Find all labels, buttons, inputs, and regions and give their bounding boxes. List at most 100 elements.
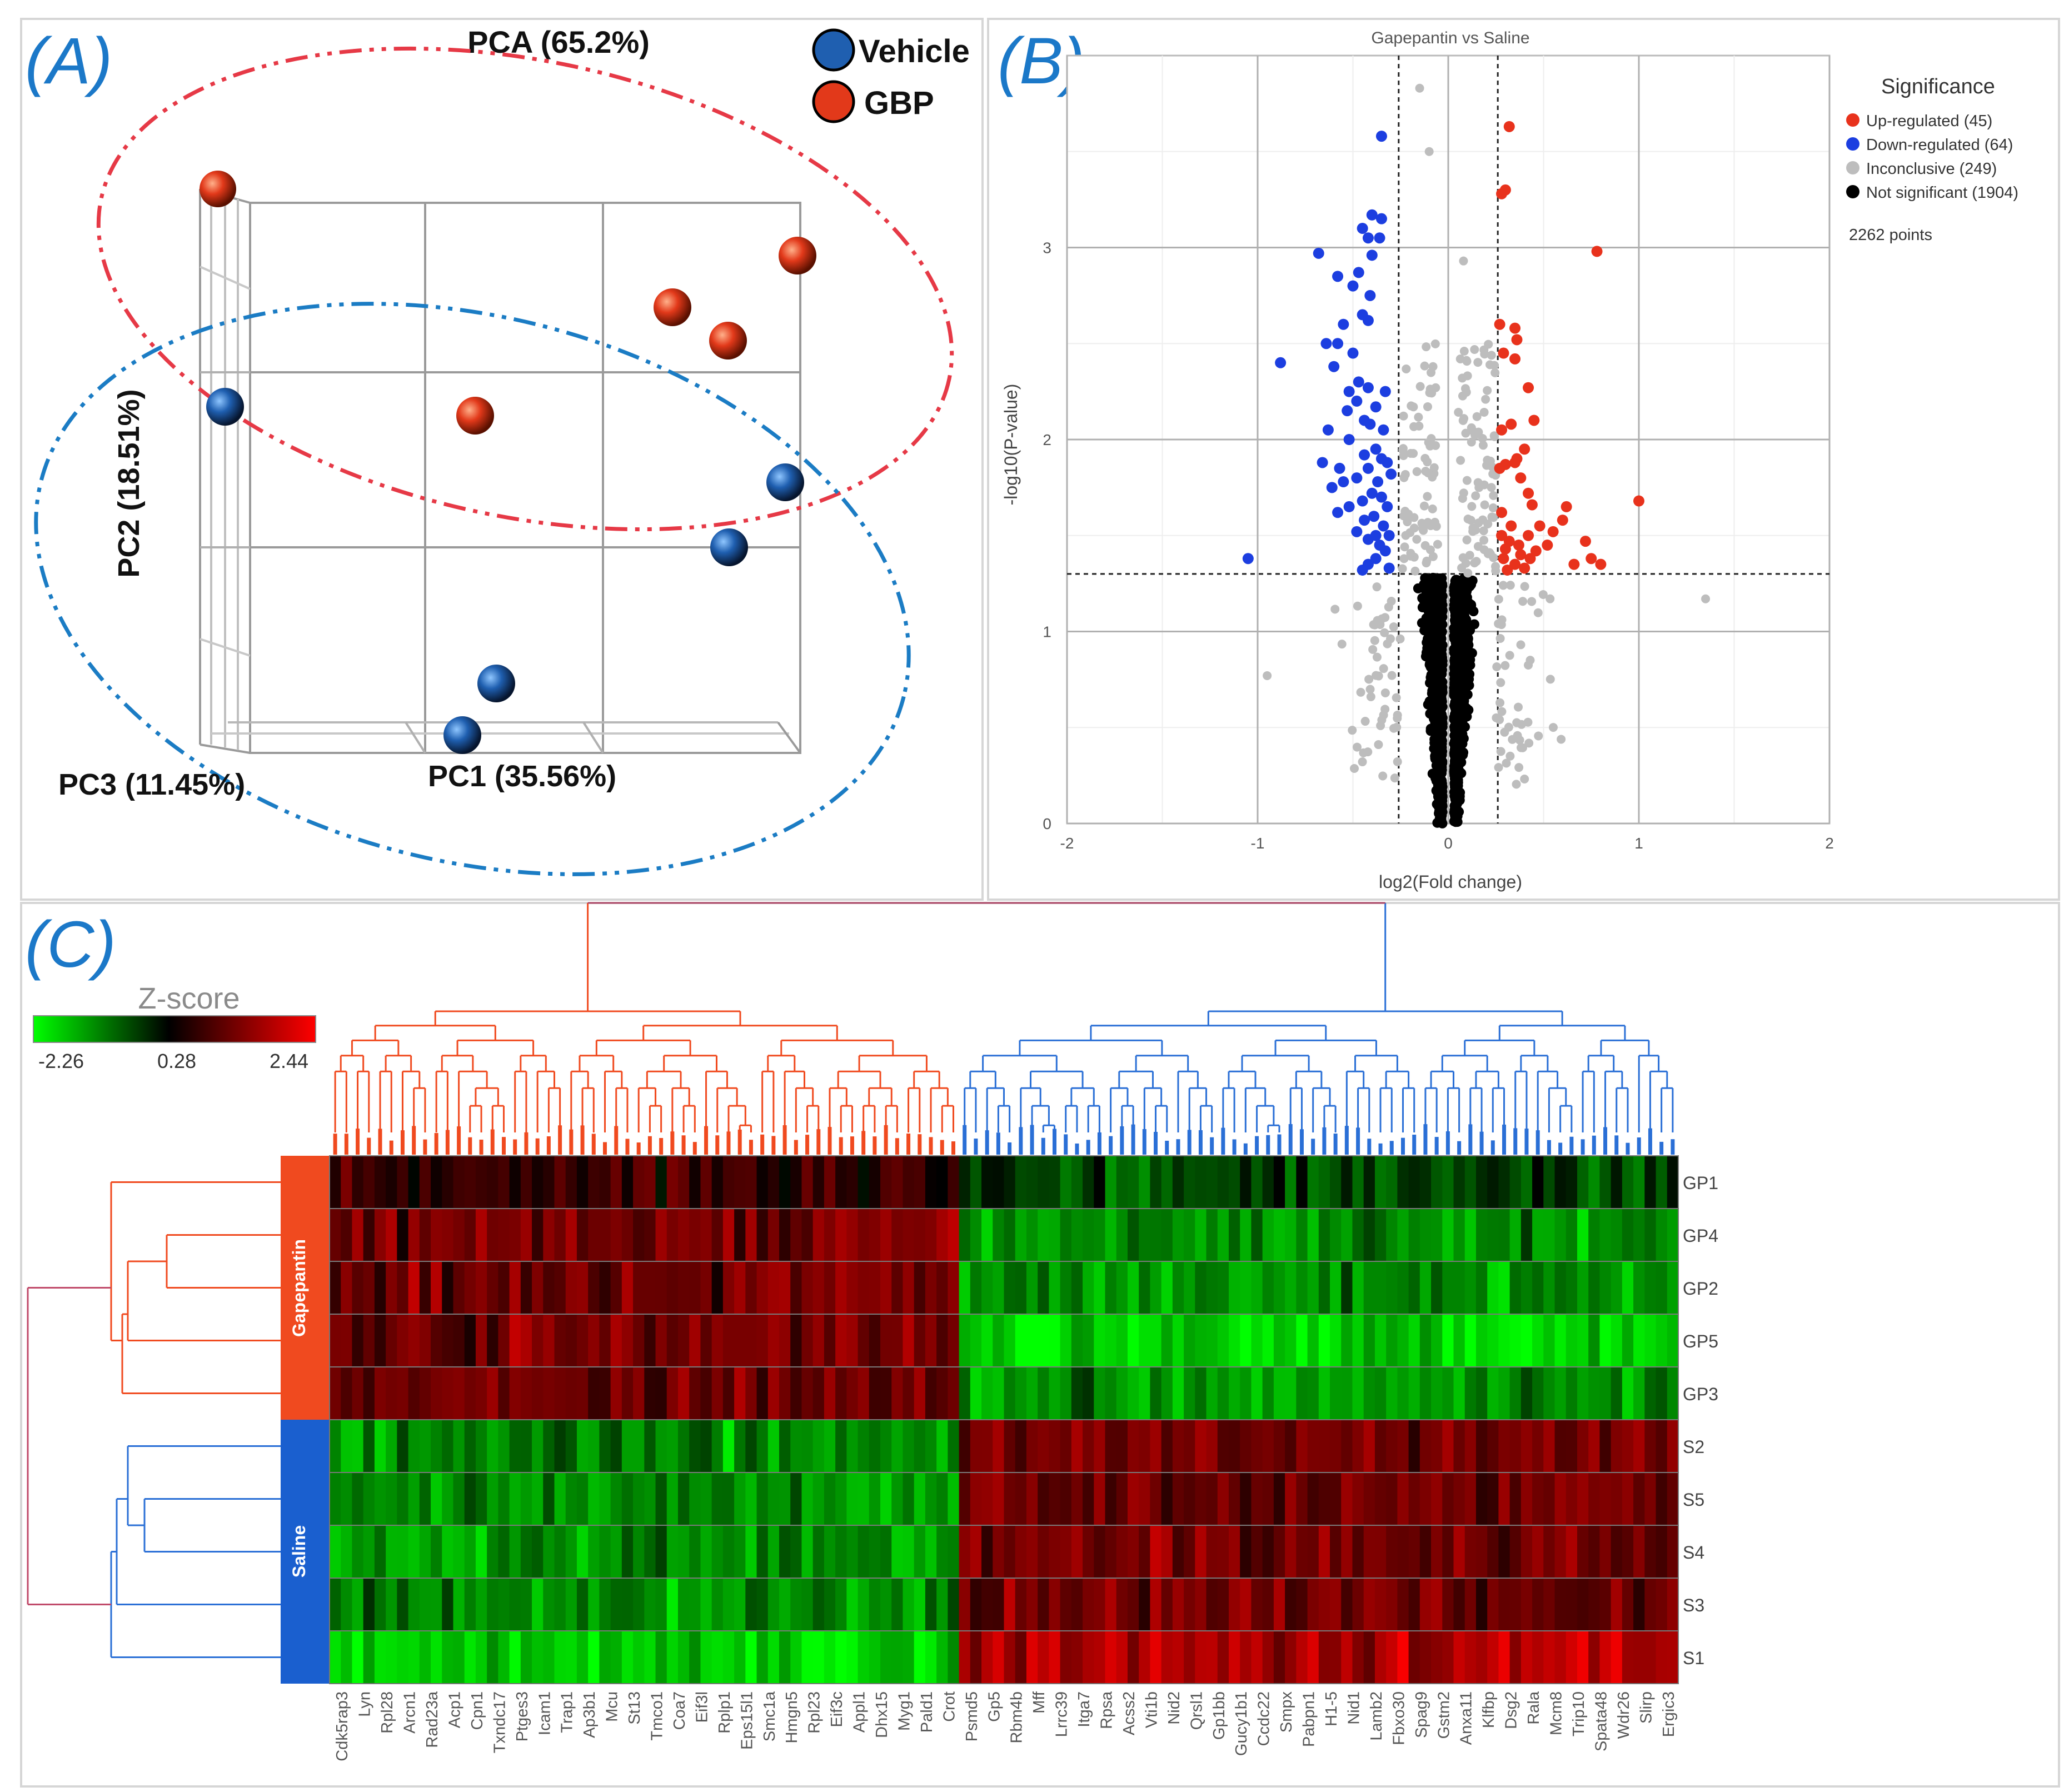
heatmap-cell	[1487, 1472, 1499, 1526]
down-regulated-point	[1338, 476, 1349, 488]
notsig-point	[1437, 778, 1447, 789]
heatmap-cell	[1060, 1314, 1072, 1367]
heatmap-cell	[779, 1156, 791, 1209]
inconclusive-point	[1458, 373, 1467, 383]
heatmap-cell	[869, 1261, 881, 1315]
heatmap-cell	[1442, 1314, 1454, 1367]
heatmap-cell	[1374, 1156, 1387, 1209]
heatmap-cell	[1015, 1314, 1027, 1367]
heatmap-cell	[1611, 1420, 1623, 1473]
heatmap-cell	[1307, 1631, 1319, 1684]
heatmap-cell	[700, 1631, 712, 1684]
heatmap-cell	[1184, 1631, 1195, 1684]
heatmap-cell	[846, 1525, 859, 1579]
heatmap-cell	[925, 1631, 937, 1684]
heatmap-cell	[1116, 1367, 1128, 1420]
heatmap-cell	[1374, 1631, 1387, 1684]
legend-gbp-label: GBP	[864, 85, 934, 121]
column-label: Eif3c	[828, 1691, 846, 1727]
heatmap-cell	[925, 1420, 937, 1473]
heatmap-cell	[1094, 1578, 1106, 1631]
heatmap-cell	[1554, 1156, 1567, 1209]
inconclusive-point	[1426, 521, 1435, 531]
heatmap-cell	[1307, 1156, 1319, 1209]
down-regulated-point	[1351, 472, 1363, 484]
notsig-point	[1454, 665, 1464, 675]
heatmap-cell	[431, 1631, 442, 1684]
heatmap-cell	[374, 1367, 386, 1420]
heatmap-cell	[948, 1420, 960, 1473]
heatmap-cell	[1307, 1367, 1319, 1420]
heatmap-cell	[1049, 1472, 1061, 1526]
heatmap-cell	[588, 1525, 600, 1579]
down-regulated-point	[1328, 361, 1340, 372]
heatmap-cell	[880, 1472, 892, 1526]
heatmap-cell	[1352, 1578, 1364, 1631]
column-label: Coa7	[671, 1691, 689, 1730]
heatmap-cell	[1161, 1209, 1173, 1262]
heatmap-cell	[914, 1209, 926, 1262]
heatmap-cell	[453, 1261, 465, 1315]
heatmap-cell	[1442, 1261, 1454, 1315]
heatmap-cell	[1498, 1314, 1510, 1367]
heatmap-cell	[621, 1420, 634, 1473]
heatmap-cell	[689, 1631, 701, 1684]
heatmap-cell	[644, 1578, 656, 1631]
inconclusive-point	[1428, 362, 1438, 371]
legend-label-up: Up-regulated (45)	[1866, 112, 1992, 130]
heatmap-cell	[824, 1261, 836, 1315]
down-regulated-point	[1383, 530, 1395, 541]
heatmap-cell	[677, 1472, 690, 1526]
heatmap-cell	[330, 1209, 341, 1262]
heatmap-cell	[722, 1261, 735, 1315]
heatmap-cell	[621, 1367, 634, 1420]
heatmap-cell	[464, 1314, 476, 1367]
heatmap-cell	[936, 1578, 948, 1631]
heatmap-cell	[1004, 1472, 1016, 1526]
down-regulated-point	[1320, 338, 1332, 350]
inconclusive-point	[1495, 698, 1505, 707]
notsig-point	[1437, 660, 1448, 670]
inconclusive-point	[1360, 717, 1370, 726]
inconclusive-point	[1517, 720, 1526, 729]
heatmap-cell	[330, 1578, 341, 1631]
heatmap-cell	[1195, 1578, 1207, 1631]
heatmap-cell	[981, 1420, 993, 1473]
heatmap-cell	[1419, 1631, 1432, 1684]
heatmap-cell	[442, 1261, 454, 1315]
heatmap-cell	[756, 1261, 769, 1315]
heatmap-cell	[903, 1420, 915, 1473]
heatmap-cell	[1543, 1314, 1556, 1367]
inconclusive-point	[1479, 345, 1489, 355]
heatmap-cell	[914, 1578, 926, 1631]
heatmap-cell	[925, 1261, 937, 1315]
heatmap-cell	[397, 1367, 409, 1420]
heatmap-cell	[880, 1525, 892, 1579]
heatmap-cell	[453, 1420, 465, 1473]
heatmap-cell	[677, 1525, 690, 1579]
heatmap-cell	[835, 1525, 847, 1579]
up-regulated-point	[1496, 530, 1508, 541]
heatmap-cell	[532, 1578, 544, 1631]
heatmap-cell	[1262, 1367, 1274, 1420]
heatmap-cell	[1206, 1209, 1218, 1262]
heatmap-cell	[1318, 1209, 1330, 1262]
heatmap-cell	[1262, 1420, 1274, 1473]
inconclusive-point	[1427, 388, 1437, 398]
heatmap-cell	[352, 1367, 364, 1420]
legend-gbp-marker	[812, 80, 855, 123]
heatmap-cell	[1475, 1156, 1488, 1209]
heatmap-cell	[1083, 1578, 1094, 1631]
column-label: Nid1	[1345, 1691, 1363, 1725]
heatmap-cell	[880, 1261, 892, 1315]
column-label: Cdk5rap3	[333, 1691, 351, 1761]
heatmap-cell	[532, 1472, 544, 1526]
heatmap-cell	[767, 1314, 780, 1367]
legend-marker-up	[1846, 113, 1859, 127]
heatmap-cell	[1273, 1367, 1285, 1420]
heatmap-cell	[722, 1472, 735, 1526]
up-regulated-point	[1509, 322, 1521, 334]
heatmap-cell	[1633, 1367, 1645, 1420]
heatmap-cell	[1599, 1261, 1612, 1315]
heatmap-cell	[700, 1261, 712, 1315]
